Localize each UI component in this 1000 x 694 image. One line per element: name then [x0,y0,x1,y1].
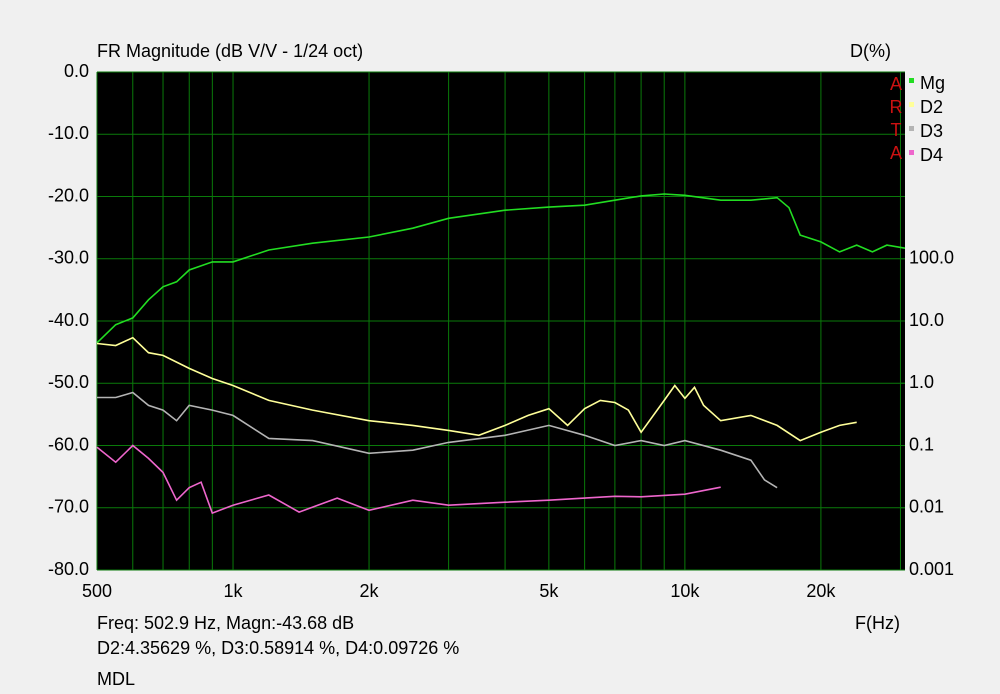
distortion-info: D2:4.35629 %, D3:0.58914 %, D4:0.09726 % [97,638,459,658]
legend-swatch [909,78,914,83]
y-tick-label: -40.0 [48,310,89,330]
x-tick-label: 500 [82,581,112,601]
y2-tick-label: 1.0 [909,372,934,392]
series [96,193,906,515]
legend-label: Mg [920,73,945,93]
y-tick-label: -30.0 [48,248,89,268]
y2-tick-label: 100.0 [909,248,954,268]
y-tick-label: -50.0 [48,372,89,392]
cursor-info: Freq: 502.9 Hz, Magn:-43.68 dB [97,613,354,633]
chart-title: FR Magnitude (dB V/V - 1/24 oct) [97,41,363,61]
x-tick-label: 2k [360,581,380,601]
y-tick-label: -70.0 [48,497,89,517]
y2-axis-title: D(%) [850,41,891,61]
legend-swatch [909,102,914,107]
legend-label: D2 [920,97,943,117]
y-tick-label: -60.0 [48,434,89,454]
y2-tick-label: 0.1 [909,434,934,454]
y-tick-label: -10.0 [48,123,89,143]
y2-tick-label: 0.01 [909,497,944,517]
legend-label: D4 [920,145,943,165]
x-tick-label: 5k [539,581,559,601]
x-axis-title: F(Hz) [855,613,900,633]
series-line [96,444,721,515]
y-tick-label: -20.0 [48,185,89,205]
x-tick-label: 10k [670,581,700,601]
series-line [96,336,857,442]
y-tick-label: -80.0 [48,559,89,579]
legend-swatch [909,150,914,155]
watermark: ARTA [886,74,906,166]
grid [96,71,905,571]
legend-label: D3 [920,121,943,141]
y2-tick-label: 0.001 [909,559,954,579]
x-tick-label: 20k [806,581,836,601]
y2-tick-label: 10.0 [909,310,944,330]
footer: MDL [97,669,135,689]
series-line [97,391,778,489]
x-tick-label: 1k [224,581,244,601]
series-line [96,193,906,344]
legend-swatch [909,126,914,131]
y-tick-label: 0.0 [64,61,89,81]
